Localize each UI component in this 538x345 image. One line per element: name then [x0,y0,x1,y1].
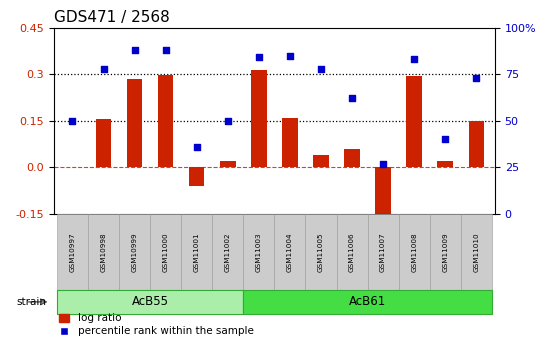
Point [254,55,263,60]
Bar [127,79,143,167]
Point [193,144,201,150]
Point [68,118,77,124]
Text: GSM11005: GSM11005 [318,232,324,272]
Point [99,66,108,71]
Point [410,57,419,62]
Bar [96,119,111,167]
Point [286,53,294,58]
Bar [406,76,422,167]
Text: GSM10998: GSM10998 [101,232,107,272]
Bar [376,167,391,229]
Text: GSM11008: GSM11008 [411,232,417,272]
Point [379,161,387,166]
Text: strain: strain [16,297,46,307]
Bar [251,69,267,167]
Point [441,137,450,142]
Bar [158,75,173,167]
Point [348,96,356,101]
Text: GSM11007: GSM11007 [380,232,386,272]
Text: GSM11010: GSM11010 [473,232,479,272]
Point [161,47,170,53]
Text: GSM11001: GSM11001 [194,232,200,272]
Point [130,47,139,53]
Bar [220,161,236,167]
Bar [189,167,204,186]
Text: AcB55: AcB55 [132,295,168,308]
Text: GSM11002: GSM11002 [225,232,231,272]
Point [472,75,480,81]
Text: GSM10999: GSM10999 [132,232,138,272]
Legend: log ratio, percentile rank within the sample: log ratio, percentile rank within the sa… [59,313,253,336]
Bar [313,155,329,167]
Text: GSM11000: GSM11000 [162,232,168,272]
Text: GSM10997: GSM10997 [69,232,75,272]
Text: GSM11009: GSM11009 [442,232,448,272]
Text: AcB61: AcB61 [349,295,386,308]
Point [317,66,325,71]
Bar [344,149,360,167]
Bar [469,121,484,167]
Text: GSM11006: GSM11006 [349,232,355,272]
Text: GSM11004: GSM11004 [287,232,293,272]
Text: GSM11003: GSM11003 [256,232,262,272]
Text: GDS471 / 2568: GDS471 / 2568 [54,10,169,25]
Bar [437,161,453,167]
Bar [282,118,298,167]
Point [223,118,232,124]
